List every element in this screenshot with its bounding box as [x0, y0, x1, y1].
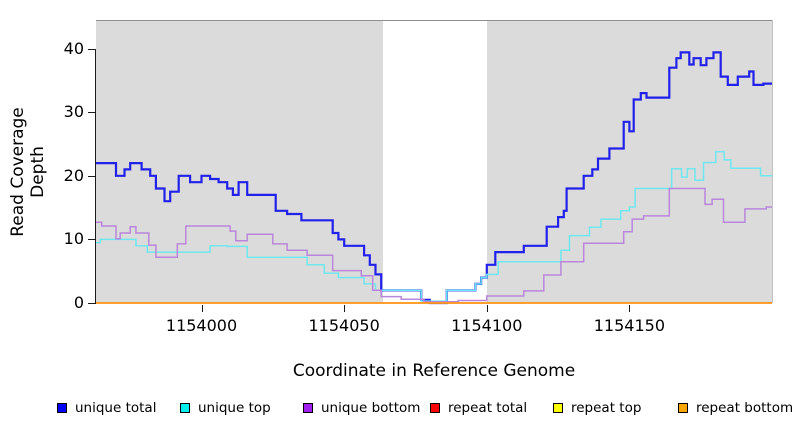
- x-tick-1154100: [486, 305, 488, 312]
- x-tick-1154050: [344, 305, 346, 312]
- legend-item-unique-bottom: unique bottom: [303, 398, 420, 418]
- legend-label: unique bottom: [321, 400, 421, 416]
- y-tick-label-30: 30: [63, 102, 84, 122]
- x-tick-label-1154050: 1154050: [308, 316, 380, 335]
- coverage-gap-highlight-region: [382, 21, 487, 303]
- x-axis-title: Coordinate in Reference Genome: [292, 361, 576, 381]
- y-tick-30: [88, 112, 95, 114]
- y-tick-10: [88, 239, 95, 241]
- y-tick-label-0: 0: [73, 293, 84, 312]
- y-axis-title: Read Coverage Depth: [8, 107, 48, 237]
- y-tick-label-20: 20: [63, 165, 84, 185]
- legend-item-repeat-top: repeat top: [553, 398, 641, 418]
- legend-swatch-icon: [430, 403, 440, 413]
- y-tick-label-40: 40: [63, 38, 84, 58]
- y-axis-line: [95, 48, 96, 304]
- series-lines-svg: [96, 51, 772, 305]
- legend-label: repeat top: [571, 400, 642, 416]
- legend-label: unique top: [198, 400, 271, 416]
- x-tick-1154000: [201, 305, 203, 312]
- legend-item-repeat-total: repeat total: [430, 398, 527, 418]
- legend-swatch-icon: [180, 403, 190, 413]
- legend-item-unique-total: unique total: [57, 398, 156, 418]
- x-tick-label-1154150: 1154150: [593, 316, 665, 335]
- x-tick-1154150: [629, 305, 631, 312]
- y-tick-label-10: 10: [63, 229, 84, 249]
- legend-swatch-icon: [57, 403, 67, 413]
- legend-swatch-icon: [553, 403, 563, 413]
- series-line-unique-bottom: [96, 187, 772, 303]
- y-tick-20: [88, 175, 95, 177]
- x-tick-label-1154000: 1154000: [165, 316, 238, 335]
- x-tick-label-1154100: 1154100: [451, 316, 523, 335]
- legend-swatch-icon: [303, 403, 313, 413]
- legend-label: repeat total: [448, 400, 528, 416]
- plot-panel: [96, 20, 773, 305]
- legend-item-repeat-bottom: repeat bottom: [678, 398, 792, 418]
- legend-label: repeat bottom: [696, 400, 792, 416]
- y-tick-40: [88, 48, 95, 50]
- series-line-unique-top: [96, 150, 772, 302]
- panel-top-border: [96, 20, 772, 21]
- y-tick-0: [88, 303, 95, 304]
- legend-label: unique total: [75, 400, 157, 416]
- legend-swatch-icon: [678, 403, 688, 413]
- series-line-unique-total: [96, 51, 772, 305]
- legend: unique total unique top unique bottom repea…: [0, 398, 792, 422]
- legend-item-unique-top: unique top: [180, 398, 271, 418]
